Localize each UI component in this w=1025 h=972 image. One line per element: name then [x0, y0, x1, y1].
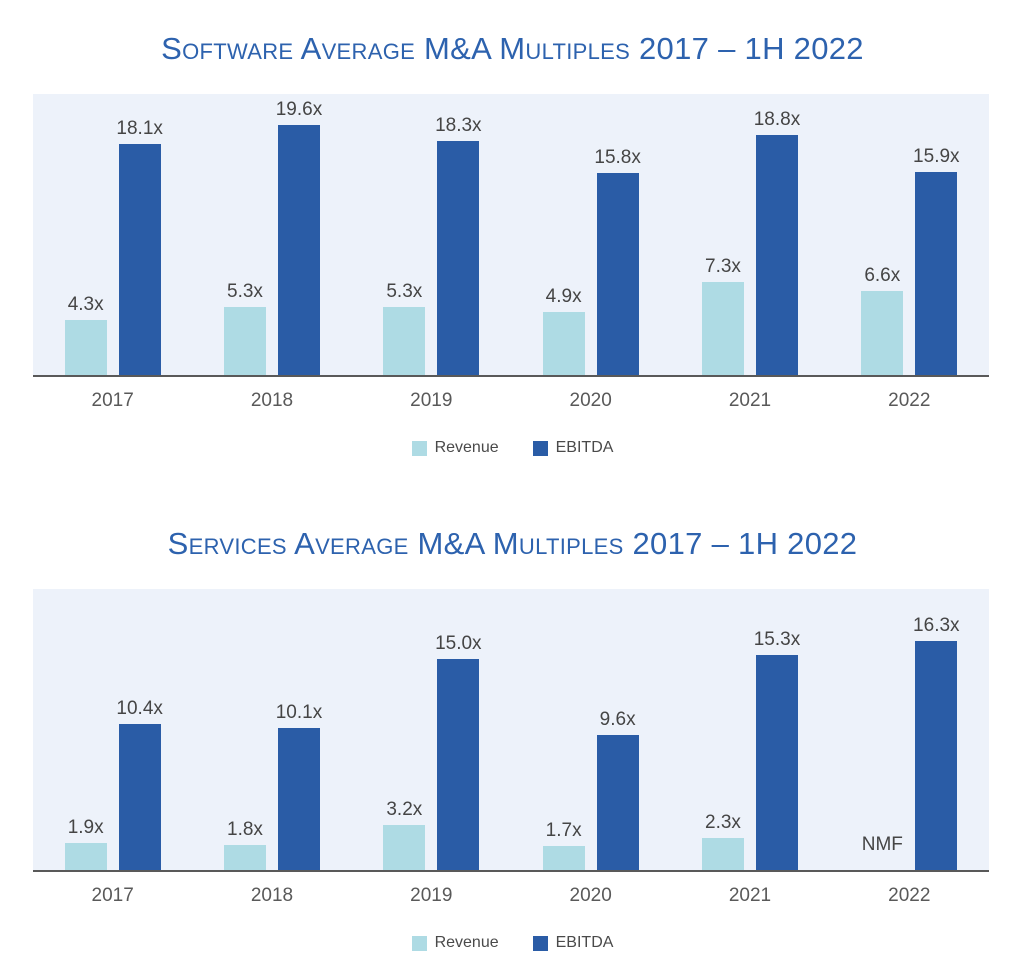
legend-item-ebitda: EBITDA — [532, 934, 614, 952]
category-slot-2018: 5.3x 19.6x — [192, 94, 351, 375]
bar-value-label: 2.3x — [705, 812, 741, 833]
bar-revenue-2020: 4.9x — [542, 286, 585, 375]
category-slot-2019: 5.3x 18.3x — [352, 94, 511, 375]
bar-revenue-2020: 1.7x — [542, 820, 585, 870]
bar-ebitda-2018: 10.1x — [276, 702, 322, 870]
category-slot-2017: 1.9x 10.4x — [33, 589, 192, 870]
bar-value-label: 19.6x — [275, 99, 323, 120]
bar-value-label: 4.9x — [545, 286, 582, 307]
services-plot-area: 1.9x 10.4x 1.8x 10.1x 3.2x 15.0x 1.7x 9.6x 2.3x 1… — [33, 589, 989, 872]
legend-item-revenue: Revenue — [411, 934, 499, 952]
x-tick-2020: 2020 — [569, 390, 612, 411]
bar-ebitda-2019: 18.3x — [435, 115, 482, 375]
category-slot-2019: 3.2x 15.0x — [352, 589, 511, 870]
bar-ebitda-2017: 18.1x — [116, 118, 163, 375]
x-tick-2022: 2022 — [888, 390, 931, 411]
x-tick-2017: 2017 — [91, 390, 134, 411]
bar-ebitda-2022: 16.3x — [913, 615, 960, 870]
legend-label-revenue: Revenue — [434, 439, 499, 456]
bar-value-label: 7.3x — [705, 256, 741, 277]
x-tick-2019: 2019 — [410, 885, 453, 906]
legend-item-ebitda: EBITDA — [532, 439, 614, 457]
services-x-axis: 2017 2018 2019 2020 2021 2022 — [33, 884, 989, 907]
x-tick-2018: 2018 — [250, 885, 294, 906]
bar-value-label: 15.0x — [435, 633, 482, 654]
software-plot-area: 4.3x 18.1x 5.3x 19.6x 5.3x 18.3x 4.9x 15.8x 7.3x… — [33, 94, 989, 377]
bar-ebitda-2017: 10.4x — [116, 698, 163, 870]
bar-ebitda-2020: 15.8x — [594, 147, 641, 375]
legend-label-ebitda: EBITDA — [555, 934, 614, 951]
bar-revenue-2019: 3.2x — [383, 799, 426, 870]
bar-revenue-2018: 5.3x — [223, 281, 266, 375]
bar-value-label: 9.6x — [599, 709, 636, 730]
bar-value-label: 1.8x — [227, 819, 263, 840]
bar-revenue-2018: 1.8x — [223, 819, 266, 870]
bar-ebitda-2022: 15.9x — [913, 146, 960, 375]
bar-value-label: 10.4x — [116, 698, 163, 719]
legend-item-revenue: Revenue — [411, 439, 499, 457]
x-tick-2018: 2018 — [250, 390, 294, 411]
bar-value-label: 18.3x — [435, 115, 482, 136]
x-tick-2019: 2019 — [410, 390, 453, 411]
bar-ebitda-2020: 9.6x — [596, 709, 639, 870]
bar-revenue-2017: 4.3x — [64, 294, 107, 375]
chart-title-software: Software Average M&A Multiples 2017 – 1H… — [161, 31, 864, 66]
bar-value-label: 16.3x — [913, 615, 960, 636]
legend-swatch-revenue — [411, 935, 427, 951]
chart-title-services: Services Average M&A Multiples 2017 – 1H… — [167, 526, 858, 561]
bar-revenue-2021: 2.3x — [701, 812, 744, 870]
category-slot-2022: 6.6x 15.9x — [830, 94, 989, 375]
category-slot-2020: 1.7x 9.6x — [511, 589, 670, 870]
bar-value-label: 18.8x — [753, 109, 801, 130]
report-page: Software Average M&A Multiples 2017 – 1H… — [0, 30, 1025, 972]
category-slot-2018: 1.8x 10.1x — [192, 589, 351, 870]
bar-revenue-2017: 1.9x — [64, 817, 107, 870]
legend-swatch-revenue — [411, 440, 427, 456]
category-slot-2021: 2.3x 15.3x — [670, 589, 829, 870]
bar-revenue-2022: 6.6x — [861, 265, 904, 375]
category-slot-2022: NMF 16.3x — [830, 589, 989, 870]
bar-value-label: 1.9x — [67, 817, 104, 838]
bar-value-label: 10.1x — [275, 702, 323, 723]
bar-value-label: 5.3x — [227, 281, 263, 302]
category-slot-2021: 7.3x 18.8x — [670, 94, 829, 375]
bar-ebitda-2019: 15.0x — [435, 633, 482, 870]
bar-value-label: NMF — [861, 834, 903, 855]
legend-swatch-ebitda — [532, 935, 548, 951]
bar-ebitda-2021: 15.3x — [754, 629, 800, 870]
x-tick-2022: 2022 — [888, 885, 931, 906]
bar-value-label: 3.2x — [386, 799, 423, 820]
category-slot-2020: 4.9x 15.8x — [511, 94, 670, 375]
bar-value-label: 15.3x — [753, 629, 801, 650]
services-legend: Revenue EBITDA — [0, 934, 1025, 952]
software-multiples-chart: Software Average M&A Multiples 2017 – 1H… — [0, 30, 1025, 457]
bar-value-label: 6.6x — [864, 265, 901, 286]
x-tick-2020: 2020 — [569, 885, 612, 906]
x-tick-2021: 2021 — [728, 885, 772, 906]
bar-value-label: 15.8x — [594, 147, 641, 168]
bar-value-label: 18.1x — [116, 118, 163, 139]
x-tick-2021: 2021 — [728, 390, 772, 411]
category-slot-2017: 4.3x 18.1x — [33, 94, 192, 375]
bar-value-label: 4.3x — [67, 294, 104, 315]
bar-revenue-2021: 7.3x — [701, 256, 744, 375]
bar-ebitda-2018: 19.6x — [276, 99, 322, 375]
bar-value-label: 5.3x — [386, 281, 423, 302]
legend-label-revenue: Revenue — [434, 934, 499, 951]
legend-swatch-ebitda — [532, 440, 548, 456]
services-multiples-chart: Services Average M&A Multiples 2017 – 1H… — [0, 525, 1025, 952]
bar-value-label: 15.9x — [913, 146, 960, 167]
bar-value-label: 1.7x — [545, 820, 582, 841]
legend-label-ebitda: EBITDA — [555, 439, 614, 456]
software-legend: Revenue EBITDA — [0, 439, 1025, 457]
bar-revenue-2019: 5.3x — [383, 281, 426, 375]
bar-ebitda-2021: 18.8x — [754, 109, 800, 375]
software-x-axis: 2017 2018 2019 2020 2021 2022 — [33, 389, 989, 412]
x-tick-2017: 2017 — [91, 885, 134, 906]
